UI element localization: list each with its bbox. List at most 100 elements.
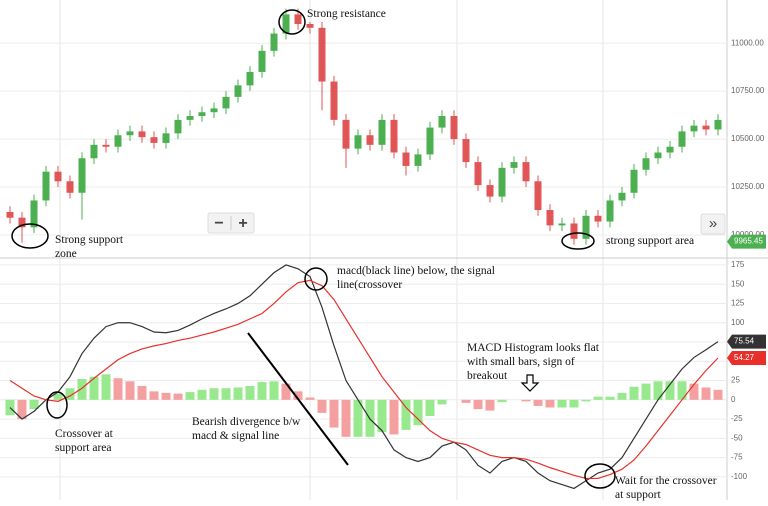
candle-body: [714, 119, 722, 130]
annotation: support area: [55, 442, 112, 454]
histogram-bar: [329, 399, 339, 428]
histogram-bar: [401, 399, 411, 430]
value-tag: [727, 234, 766, 249]
histogram-bar: [269, 381, 279, 400]
candle-body: [198, 112, 206, 117]
histogram-bar: [629, 386, 639, 400]
candle-body: [654, 152, 662, 159]
y-tick-label: 25: [731, 376, 740, 385]
histogram-bar: [461, 399, 471, 403]
y-tick-label: -100: [731, 472, 748, 481]
candle-body: [138, 131, 146, 138]
annotation: at support: [615, 489, 661, 501]
annotation: Strong resistance: [307, 8, 386, 20]
annotation: Strong support: [55, 234, 124, 246]
candle-body: [246, 71, 254, 86]
histogram-bar: [305, 397, 315, 400]
histogram-bar: [233, 387, 243, 400]
histogram-bar: [425, 399, 435, 416]
candle-body: [606, 200, 614, 222]
y-tick-label: 10500.00: [731, 134, 765, 143]
zoom-in[interactable]: +: [238, 215, 247, 232]
candle-body: [390, 119, 398, 153]
histogram-bar: [485, 399, 495, 411]
y-tick-label: -75: [731, 453, 743, 462]
histogram-bar: [341, 399, 351, 437]
histogram-bar: [173, 393, 183, 400]
candle-body: [678, 131, 686, 147]
candle-body: [342, 119, 350, 149]
histogram-bar: [689, 383, 699, 400]
y-tick-label: 10250.00: [731, 182, 765, 191]
annotation: macd(black line) below, the signal: [337, 265, 495, 277]
candle-body: [486, 185, 494, 197]
candle-body: [258, 50, 266, 72]
candle-body: [666, 146, 674, 153]
y-tick-label: 150: [731, 279, 745, 288]
histogram-bar: [245, 385, 255, 400]
candle-body: [306, 23, 314, 28]
value-tag-label: 9965.45: [734, 237, 763, 246]
y-tick-label: -50: [731, 433, 743, 442]
candle-body: [18, 217, 26, 228]
candle-body: [210, 108, 218, 113]
y-tick-label: 0: [731, 395, 736, 404]
candle-body: [114, 135, 122, 147]
candle-body: [522, 162, 530, 182]
candle-body: [90, 144, 98, 159]
candle-body: [438, 116, 446, 128]
candle-body: [618, 192, 626, 201]
candle-body: [6, 211, 14, 218]
histogram-bar: [161, 392, 171, 400]
candle-body: [102, 144, 110, 147]
candle-body: [690, 125, 698, 132]
histogram-bar: [617, 392, 627, 400]
candle-body: [546, 210, 554, 226]
marks: 10000.00 10250.00 10500.00 10750.00 11000.00…: [0, 8, 766, 490]
histogram-bar: [701, 387, 711, 400]
histogram-bar: [293, 391, 303, 400]
histogram-bar: [473, 399, 483, 410]
value-tag-label: 54.27: [734, 353, 755, 362]
y-tick-label: 10000.00: [731, 230, 765, 239]
histogram-bar: [137, 385, 147, 400]
y-tick-label: 11000.00: [731, 38, 764, 47]
histogram-bar: [557, 399, 567, 408]
histogram-bar: [29, 399, 39, 410]
line-series: [9, 264, 719, 490]
candle-body: [330, 81, 338, 120]
histogram-bar: [125, 381, 135, 400]
annotation: line(crossover: [337, 279, 402, 291]
y-tick-label: 100: [731, 318, 745, 327]
histogram-bar: [677, 381, 687, 400]
histogram-bar: [569, 399, 579, 408]
candle-body: [162, 133, 170, 143]
histogram-bar: [653, 381, 663, 400]
y-tick-label: 125: [731, 299, 745, 308]
value-tag: [727, 350, 766, 365]
histogram-bar: [257, 382, 267, 400]
histogram-bar: [713, 389, 723, 400]
histogram-bar: [641, 383, 651, 400]
candle-body: [474, 162, 482, 186]
histogram-bar: [545, 399, 555, 408]
candle-body: [558, 223, 566, 226]
value-tag-label: 75.54: [734, 337, 755, 346]
scroll-end[interactable]: »: [709, 215, 717, 232]
annotation: breakout: [467, 370, 508, 382]
histogram-bar: [65, 388, 75, 400]
candle-body: [66, 181, 74, 193]
zoom-out[interactable]: −: [214, 215, 223, 232]
highlights: [11, 9, 616, 489]
histogram-bar: [581, 399, 591, 402]
histogram-bar: [149, 391, 159, 400]
histogram-bar: [317, 399, 327, 413]
candle-body: [354, 135, 362, 149]
annotation: zone: [55, 248, 77, 260]
histogram-bar: [221, 388, 231, 400]
annotation: macd & signal line: [192, 430, 279, 442]
annotation: Crossover at: [55, 428, 114, 440]
candle-body: [642, 158, 650, 170]
candle-body: [534, 181, 542, 211]
candle-body: [414, 154, 422, 166]
